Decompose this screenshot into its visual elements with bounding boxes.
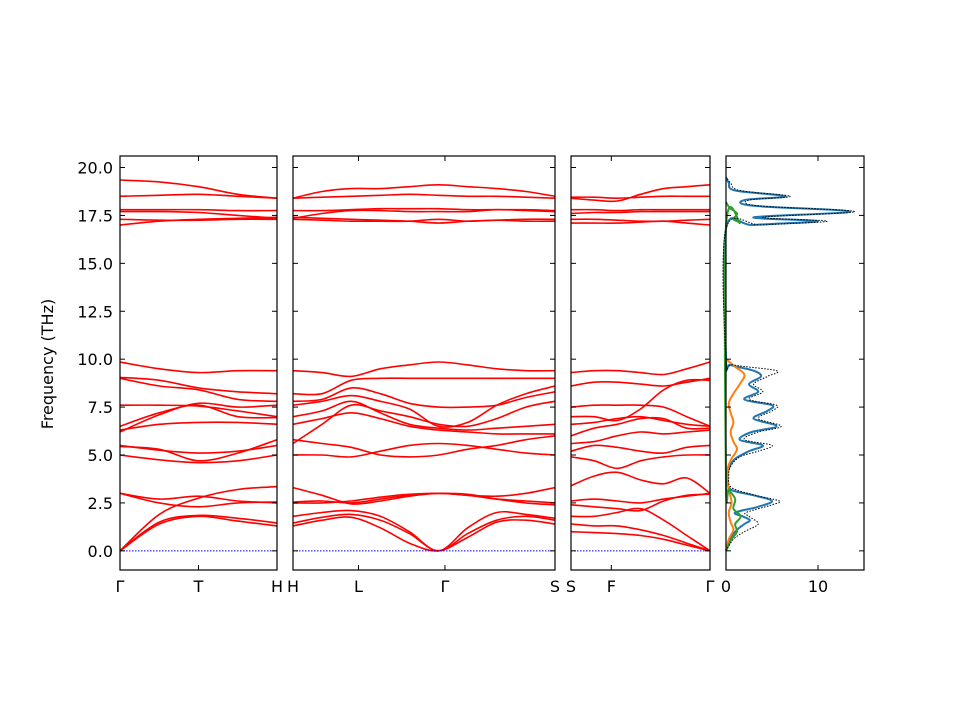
band-line-0-9	[119, 404, 278, 428]
xtick-label-2-2: Γ	[706, 577, 715, 596]
band-line-0-13	[119, 376, 278, 395]
ytick-label-2: 5.0	[88, 446, 113, 465]
band-line-2-3	[570, 493, 711, 512]
xtick-label-2-0: S	[566, 577, 576, 596]
band-line-1-14	[292, 361, 556, 378]
ytick-label-1: 2.5	[88, 494, 113, 513]
band-line-0-7	[119, 444, 278, 454]
band-line-0-20	[119, 179, 278, 199]
ytick-label-8: 20.0	[77, 159, 113, 178]
band-line-1-0	[292, 516, 556, 552]
band-line-0-16	[119, 218, 278, 222]
band-line-1-13	[292, 377, 555, 396]
xtick-label-1-3: S	[550, 577, 560, 596]
band-line-2-17	[570, 210, 710, 215]
band-line-2-16	[570, 218, 711, 223]
band-line-2-19	[570, 184, 711, 203]
band-panels: Γ T H 0.0 2.5 5.0 7.5 10.0 12.5 15.0 17.5 20.0 H L Γ S S…	[77, 155, 715, 596]
ytick-label-3: 7.5	[88, 398, 113, 417]
band-line-0-19	[119, 193, 278, 199]
band-line-2-5	[570, 471, 711, 494]
ytick-label-5: 12.5	[77, 302, 113, 321]
band-line-1-6	[292, 442, 556, 458]
band-line-0-5	[119, 454, 278, 464]
band-line-0-15	[119, 216, 278, 226]
xtick-label-1-0: H	[287, 577, 299, 596]
band-line-2-2	[570, 507, 711, 552]
band-line-2-18	[570, 208, 710, 212]
band-panel-0: Γ T H 0.0 2.5 5.0 7.5 10.0 12.5 15.0 17.5 20.0	[77, 155, 283, 596]
band-line-1-18	[292, 207, 556, 212]
dos-series-0	[722, 176, 852, 552]
dos-series-1	[725, 358, 746, 552]
ytick-label-0: 0.0	[88, 542, 113, 561]
xtick-label-0-2: H	[271, 577, 283, 596]
band-line-0-17	[119, 210, 278, 220]
xtick-label-0-0: Γ	[116, 577, 125, 596]
band-line-1-9	[292, 400, 556, 431]
band-line-1-7	[292, 435, 556, 458]
y-axis-label: Frequency (THz)	[38, 299, 57, 429]
band-line-1-11	[292, 385, 556, 428]
band-line-0-2	[119, 485, 278, 552]
band-line-2-20	[570, 195, 710, 200]
band-line-1-8	[292, 411, 555, 435]
xtick-label-0-1: T	[193, 577, 204, 596]
dos-panel: 0 10	[721, 155, 865, 596]
band-line-0-12	[119, 377, 278, 403]
band-line-2-4	[570, 492, 711, 504]
band-line-0-18	[119, 208, 278, 212]
band-line-1-20	[292, 183, 556, 199]
band-line-1-15	[292, 216, 556, 224]
band-line-0-8	[119, 421, 278, 431]
band-line-0-0	[119, 515, 278, 552]
band-line-2-14	[570, 361, 711, 376]
band-line-0-10	[119, 402, 278, 433]
band-line-1-12	[292, 386, 556, 409]
band-line-2-11	[570, 378, 711, 422]
panel-frame-2	[570, 155, 711, 571]
band-line-2-13	[570, 377, 711, 387]
band-line-2-12	[570, 404, 711, 428]
dos-xtick-label-1: 10	[808, 577, 828, 596]
band-line-1-16	[292, 218, 556, 223]
panel-frame-1	[292, 155, 556, 571]
xtick-label-1-1: L	[354, 577, 363, 596]
dos-series-3	[722, 176, 856, 552]
ytick-label-6: 15.0	[77, 254, 113, 273]
band-line-0-3	[119, 492, 278, 508]
band-line-2-6	[570, 454, 711, 470]
band-line-0-4	[119, 492, 278, 504]
band-line-0-14	[119, 361, 278, 374]
band-line-1-10	[292, 400, 556, 445]
xtick-label-1-2: Γ	[440, 577, 449, 596]
ytick-label-7: 17.5	[77, 206, 113, 225]
dos-series-2	[723, 201, 742, 552]
band-line-1-5	[292, 486, 556, 505]
band-line-2-0	[570, 530, 711, 552]
dos-xtick-label-0: 0	[721, 577, 731, 596]
dos-frame	[725, 155, 865, 571]
band-line-2-15	[570, 220, 711, 226]
band-line-2-7	[570, 444, 711, 455]
band-line-2-9	[570, 416, 711, 437]
band-line-2-1	[570, 523, 711, 552]
band-line-1-2	[292, 509, 556, 552]
band-line-2-10	[570, 415, 711, 428]
band-line-0-11	[119, 404, 278, 418]
band-line-0-1	[119, 514, 278, 552]
xtick-label-2-1: F	[607, 577, 616, 596]
band-line-1-19	[292, 193, 556, 199]
band-line-2-8	[570, 429, 711, 445]
ytick-label-4: 10.0	[77, 350, 113, 369]
